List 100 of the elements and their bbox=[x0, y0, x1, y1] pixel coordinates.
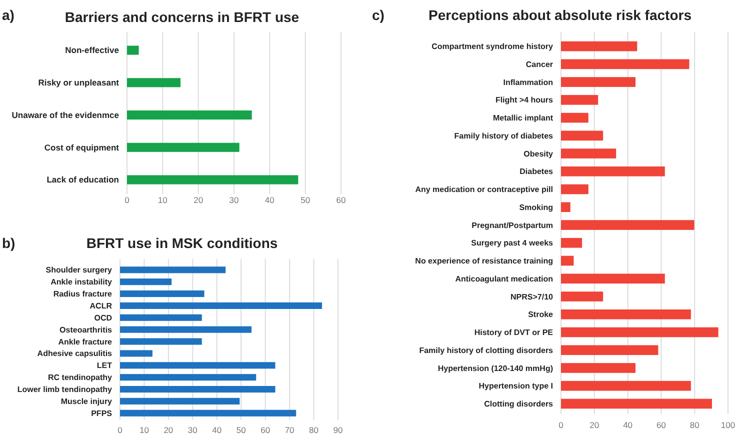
bar bbox=[120, 314, 202, 321]
x-tick-label: 20 bbox=[194, 195, 204, 205]
y-tick-label: Radius fracture bbox=[53, 290, 113, 299]
bar bbox=[561, 274, 665, 284]
x-tick-label: 60 bbox=[260, 425, 270, 435]
chart-title: Perceptions about absolute risk factors bbox=[428, 7, 692, 23]
bar bbox=[120, 410, 296, 416]
bar bbox=[561, 94, 598, 105]
x-tick-label: 0 bbox=[118, 425, 123, 435]
x-tick-label: 70 bbox=[284, 425, 295, 435]
y-tick-label: Flight >4 hours bbox=[495, 96, 554, 105]
y-tick-label: Cost of equipment bbox=[44, 142, 120, 152]
bar bbox=[120, 278, 172, 286]
y-tick-label: Family history of diabetes bbox=[454, 131, 554, 140]
bar bbox=[120, 338, 202, 345]
bar bbox=[561, 41, 638, 52]
y-tick-label: Family history of clotting disorders bbox=[419, 346, 554, 355]
y-tick-label: LET bbox=[96, 361, 112, 370]
bar bbox=[561, 292, 604, 302]
y-tick-label: Unaware of the evidenmce bbox=[12, 110, 120, 120]
bar bbox=[561, 184, 588, 194]
y-tick-label: Hypertension (120-140 mmHg) bbox=[438, 364, 554, 373]
x-tick-label: 60 bbox=[336, 195, 346, 205]
y-tick-label: Diabetes bbox=[520, 167, 554, 176]
y-tick-label: Anticoagulant medication bbox=[455, 274, 554, 284]
bar bbox=[120, 266, 226, 274]
chart-title: BFRT use in MSK conditions bbox=[86, 235, 278, 251]
y-tick-label: History of DVT or PE bbox=[474, 328, 554, 338]
x-tick-label: 80 bbox=[309, 425, 319, 435]
x-tick-label: 10 bbox=[139, 425, 150, 435]
y-tick-label: Hypertension type I bbox=[478, 382, 553, 391]
y-tick-label: ACLR bbox=[90, 301, 112, 310]
bar bbox=[127, 78, 180, 88]
x-tick-label: 40 bbox=[623, 420, 633, 430]
bar bbox=[120, 290, 204, 298]
bar bbox=[561, 363, 636, 373]
bar bbox=[561, 238, 582, 248]
x-tick-label: 10 bbox=[158, 195, 168, 205]
bar bbox=[561, 256, 574, 266]
x-tick-label: 40 bbox=[264, 195, 275, 205]
x-tick-label: 0 bbox=[558, 420, 564, 430]
chart-title: Barriers and concerns in BFRT use bbox=[64, 9, 300, 25]
y-tick-label: Smoking bbox=[519, 202, 554, 212]
y-tick-label: Stroke bbox=[528, 310, 554, 320]
bar bbox=[561, 112, 588, 123]
y-tick-label: PFPS bbox=[91, 408, 113, 418]
y-tick-label: NPRS>7/10 bbox=[510, 292, 554, 302]
bar bbox=[561, 166, 665, 176]
bar bbox=[120, 362, 276, 369]
x-tick-label: 50 bbox=[300, 195, 310, 205]
bar bbox=[127, 175, 298, 184]
x-tick-label: 60 bbox=[656, 420, 666, 430]
y-tick-label: Shoulder surgery bbox=[46, 266, 113, 275]
y-tick-label: Non-effective bbox=[65, 45, 120, 56]
y-tick-label: Lack of education bbox=[46, 174, 119, 185]
y-tick-label: Inflammation bbox=[503, 78, 554, 87]
bar bbox=[127, 46, 139, 55]
bar bbox=[120, 326, 252, 333]
y-tick-label: Any medication or contraceptive pill bbox=[415, 185, 553, 194]
x-tick-label: 20 bbox=[164, 425, 174, 435]
bar bbox=[561, 327, 718, 338]
y-tick-label: RC tendinopathy bbox=[48, 373, 113, 382]
y-tick-label: Metallic implant bbox=[492, 114, 554, 123]
bar bbox=[561, 220, 694, 230]
bar bbox=[561, 148, 616, 158]
x-tick-label: 30 bbox=[188, 425, 198, 435]
y-tick-label: Cancer bbox=[526, 60, 553, 69]
x-tick-label: 30 bbox=[229, 195, 239, 205]
x-tick-label: 40 bbox=[212, 425, 222, 435]
x-tick-label: 20 bbox=[590, 420, 600, 430]
y-tick-label: Lower limb tendinopathy bbox=[17, 385, 113, 394]
bar bbox=[120, 374, 256, 381]
y-tick-label: OCD bbox=[94, 313, 112, 322]
text: c) bbox=[372, 7, 384, 23]
bar bbox=[561, 202, 570, 212]
y-tick-label: Muscle injury bbox=[60, 396, 113, 406]
x-tick-label: 0 bbox=[124, 195, 130, 205]
y-tick-label: Pregnant/Postpartum bbox=[472, 220, 553, 230]
bar bbox=[127, 142, 240, 152]
y-tick-label: Risky or unpleasant bbox=[38, 78, 120, 88]
y-tick-label: Clotting disorders bbox=[484, 400, 554, 409]
y-tick-label: Obesity bbox=[524, 149, 554, 158]
bar bbox=[561, 380, 691, 391]
bar bbox=[120, 302, 322, 309]
x-tick-label: 80 bbox=[690, 420, 700, 430]
bar bbox=[561, 309, 691, 320]
y-tick-label: Surgery past 4 weeks bbox=[471, 238, 554, 248]
text: b) bbox=[2, 235, 16, 251]
x-tick-label: 90 bbox=[333, 425, 343, 435]
bar bbox=[561, 130, 604, 141]
y-tick-label: Compartment syndrome history bbox=[432, 42, 554, 52]
bar bbox=[120, 386, 276, 393]
y-tick-label: Adhesive capsulitis bbox=[37, 349, 113, 358]
bar bbox=[120, 350, 152, 357]
text: a) bbox=[2, 7, 14, 23]
bar bbox=[127, 110, 252, 120]
bar bbox=[561, 59, 690, 70]
bar bbox=[561, 345, 658, 356]
bar bbox=[561, 398, 712, 409]
y-tick-label: Ankle fracture bbox=[58, 337, 113, 346]
